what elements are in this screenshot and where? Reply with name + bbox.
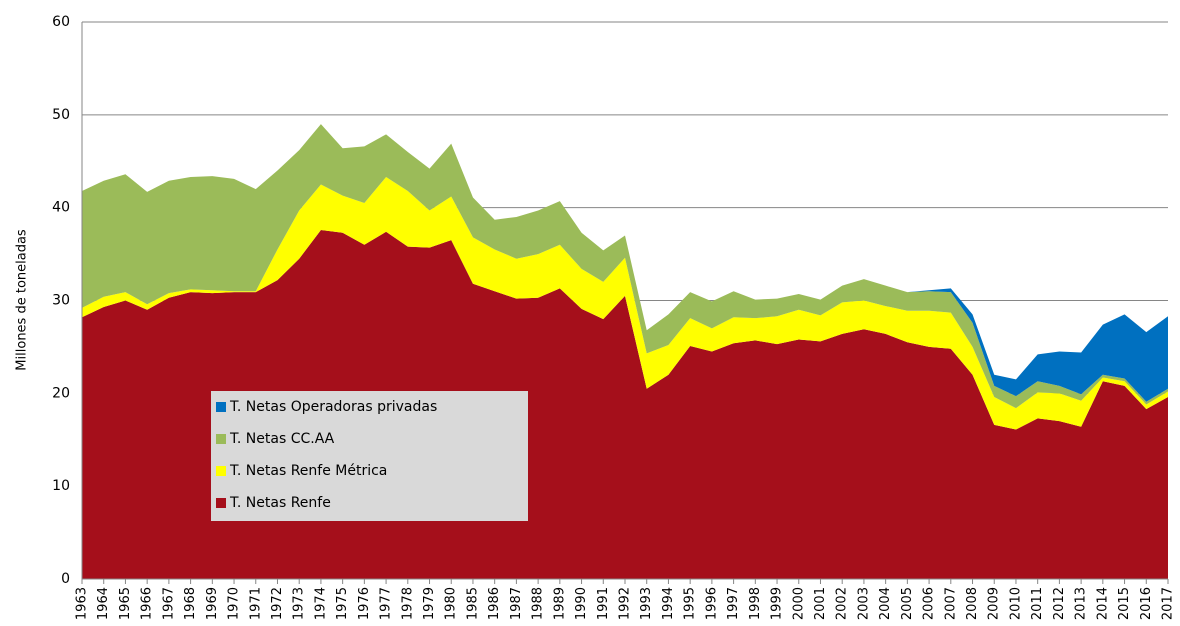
x-tick-label: 2010	[1008, 587, 1023, 620]
x-tick-label: 1996	[704, 587, 719, 620]
x-tick-label: 1977	[379, 587, 394, 620]
x-tick-label: 1986	[487, 587, 502, 620]
y-tick-label: 0	[61, 571, 70, 587]
y-tick-label: 50	[52, 107, 70, 123]
x-tick-label: 1970	[227, 587, 242, 620]
x-tick-label: 1972	[270, 587, 285, 620]
y-tick-label: 40	[52, 200, 70, 216]
y-tick-label: 20	[52, 385, 70, 401]
x-tick-label: 1964	[96, 587, 111, 620]
legend-label: T. Netas Operadoras privadas	[229, 399, 437, 415]
x-tick-label: 2013	[1074, 587, 1089, 620]
x-tick-label: 2009	[987, 587, 1002, 620]
x-tick-label: 2003	[856, 587, 871, 620]
x-tick-label: 2001	[813, 587, 828, 620]
legend-swatch	[216, 498, 226, 508]
x-tick-label: 1998	[748, 587, 763, 620]
x-tick-label: 1994	[661, 587, 676, 620]
x-tick-label: 1979	[422, 587, 437, 620]
x-tick-label: 1991	[596, 587, 611, 620]
x-tick-label: 1993	[639, 587, 654, 620]
x-tick-label: 1988	[531, 587, 546, 620]
legend-box	[211, 391, 528, 521]
area	[82, 124, 1168, 402]
x-tick-label: 2014	[1095, 587, 1110, 620]
legend-label: T. Netas Renfe	[229, 495, 331, 511]
x-tick-label: 2016	[1139, 587, 1154, 620]
legend-label: T. Netas Renfe Métrica	[229, 463, 387, 479]
x-tick-label: 2000	[791, 587, 806, 620]
x-tick-label: 2012	[1052, 587, 1067, 620]
x-tick-label: 2008	[965, 587, 980, 620]
x-tick-label: 1971	[248, 587, 263, 620]
x-tick-label: 1992	[618, 587, 633, 620]
y-tick-label: 30	[52, 293, 70, 309]
x-tick-label: 1968	[183, 587, 198, 620]
area	[82, 177, 1168, 430]
x-tick-label: 1965	[118, 587, 133, 620]
x-tick-label: 1966	[140, 587, 155, 620]
x-tick-label: 1978	[400, 587, 415, 620]
x-tick-label: 1987	[509, 587, 524, 620]
x-tick-label: 1963	[75, 587, 90, 620]
x-tick-label: 1999	[770, 587, 785, 620]
x-tick-label: 1975	[335, 587, 350, 620]
x-tick-label: 2017	[1161, 587, 1176, 620]
x-tick-label: 2006	[922, 587, 937, 620]
legend: T. Netas Renfe T. Netas Renfe Métrica T. N…	[211, 391, 528, 521]
x-tick-label: 2007	[943, 587, 958, 620]
legend-swatch	[216, 402, 226, 412]
x-tick-label: 1969	[205, 587, 220, 620]
area	[82, 124, 1168, 409]
x-tick-label: 1990	[574, 587, 589, 620]
x-tick-label: 2005	[900, 587, 915, 620]
x-tick-label: 1995	[683, 587, 698, 620]
x-tick-label: 2004	[878, 587, 893, 620]
x-tick-label: 1973	[292, 587, 307, 620]
x-tick-label: 2002	[835, 587, 850, 620]
x-tick-label: 1976	[357, 587, 372, 620]
y-tick-label: 10	[52, 478, 70, 494]
x-tick-label: 1997	[726, 587, 741, 620]
x-tick-label: 1989	[552, 587, 567, 620]
y-axis-label: Millones de toneladas	[15, 229, 30, 371]
x-tick-label: 1967	[161, 587, 176, 620]
x-tick-label: 1985	[465, 587, 480, 620]
legend-label: T. Netas CC.AA	[229, 431, 335, 447]
x-tick-label: 2015	[1117, 587, 1132, 620]
x-tick-label: 1974	[313, 587, 328, 620]
x-tick-label: 1980	[444, 587, 459, 620]
x-tick-label: 2011	[1030, 587, 1045, 620]
y-tick-label: 60	[52, 14, 70, 30]
legend-swatch	[216, 466, 226, 476]
legend-swatch	[216, 434, 226, 444]
